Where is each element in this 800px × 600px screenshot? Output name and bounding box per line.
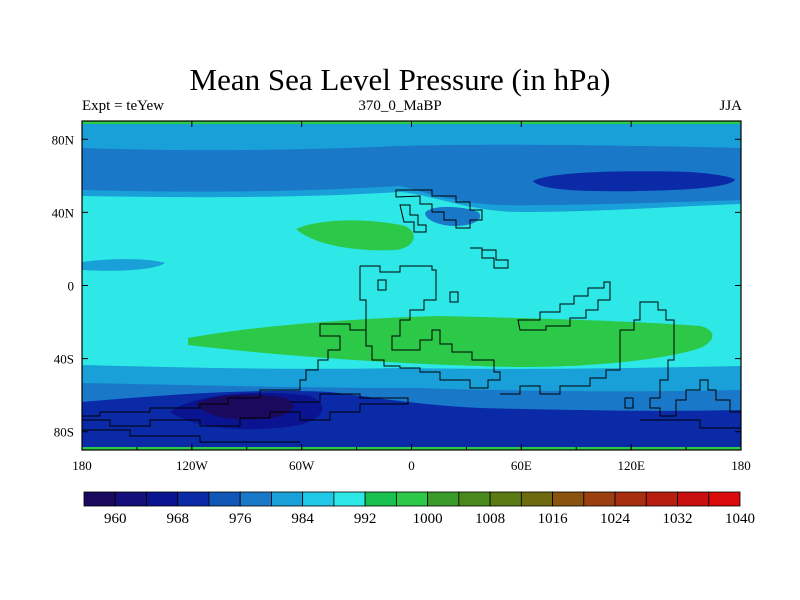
map-title: Mean Sea Level Pressure (in hPa) <box>189 62 611 97</box>
pressure-band-1008-north <box>296 220 414 251</box>
colorbar-label: 1040 <box>725 511 755 527</box>
y-tick-label: 40S <box>54 352 74 367</box>
colorbar-swatch <box>177 491 210 507</box>
pressure-band-1008-south <box>188 316 713 368</box>
colorbar-swatch <box>239 491 272 507</box>
x-tick-label: 0 <box>408 458 415 473</box>
x-tick-label: 60W <box>289 458 315 473</box>
colorbar-label: 1016 <box>538 511 569 527</box>
x-tick-label: 120E <box>617 458 645 473</box>
colorbar-swatch <box>83 491 116 507</box>
colorbar-label: 992 <box>354 511 377 527</box>
pressure-band-960 <box>196 394 294 420</box>
experiment-label: Expt = teYew <box>82 98 164 114</box>
y-axis-labels: 80N 40N 0 40S 80S <box>52 132 75 439</box>
coastline-north-inner <box>399 204 427 233</box>
colorbar-swatch <box>708 491 741 507</box>
colorbar-label: 1032 <box>663 511 693 527</box>
colorbar-swatch <box>395 491 429 507</box>
colorbar-label: 984 <box>291 511 314 527</box>
x-tick-label: 180 <box>731 458 751 473</box>
colorbar-swatch <box>677 491 710 507</box>
colorbar-labels: 960 968 976 984 992 1000 1008 1016 1024 1032 1040 <box>104 511 755 527</box>
colorbar-swatch <box>114 491 147 507</box>
colorbar-label: 1000 <box>413 511 443 527</box>
coastline-small-island <box>624 397 634 409</box>
coastline-north <box>395 189 483 229</box>
x-tick-label: 120W <box>176 458 209 473</box>
age-label: 370_0_MaBP <box>358 98 442 114</box>
colorbar-swatch <box>146 491 179 507</box>
colorbar-swatch <box>208 491 241 507</box>
coastline-africa-interior <box>377 279 387 291</box>
colorbar-swatch <box>364 491 397 507</box>
pressure-band-992-equator <box>82 259 165 271</box>
continent-outlines <box>82 189 741 443</box>
colorbar-swatch <box>271 491 304 507</box>
pressure-band-976 <box>533 171 735 192</box>
y-tick-label: 80S <box>54 425 74 440</box>
x-axis-labels: 180 120W 60W 0 60E 120E 180 <box>72 458 751 473</box>
coastline-south-west <box>82 393 409 427</box>
coastline-south-east <box>620 301 741 417</box>
colorbar-swatch <box>458 491 491 507</box>
y-tick-label: 40N <box>52 205 75 220</box>
y-tick-label: 0 <box>68 279 75 294</box>
pressure-field <box>82 121 741 450</box>
colorbar-label: 960 <box>104 511 127 527</box>
colorbar-swatch <box>302 491 335 507</box>
coastline-island <box>449 291 459 303</box>
coastline-far-south <box>82 429 300 443</box>
coastline-south-east-inner <box>500 330 621 395</box>
colorbar-swatch <box>583 491 616 507</box>
season-label: JJA <box>719 98 742 114</box>
colorbar-swatch <box>552 491 585 507</box>
colorbar-label: 1008 <box>475 511 505 527</box>
coastline-west <box>359 266 367 330</box>
colorbar-swatch <box>614 491 647 507</box>
x-tick-label: 60E <box>511 458 532 473</box>
colorbar-swatch <box>427 491 460 507</box>
colorbar-label: 968 <box>166 511 189 527</box>
colorbar-swatch <box>489 491 522 507</box>
x-tick-label: 180 <box>72 458 92 473</box>
colorbar-label: 1024 <box>600 511 631 527</box>
y-tick-label: 80N <box>52 132 75 147</box>
coastline-east-arc <box>470 247 509 269</box>
coastline-gondwana <box>82 265 501 417</box>
colorbar-swatch <box>333 491 366 507</box>
colorbar <box>83 491 741 507</box>
coastline-east-gondwana <box>517 281 611 331</box>
coastline-south-east-tail <box>640 419 741 429</box>
axis-ticks <box>81 121 742 450</box>
colorbar-swatch <box>520 491 553 507</box>
colorbar-swatch <box>645 491 678 507</box>
colorbar-label: 976 <box>229 511 252 527</box>
